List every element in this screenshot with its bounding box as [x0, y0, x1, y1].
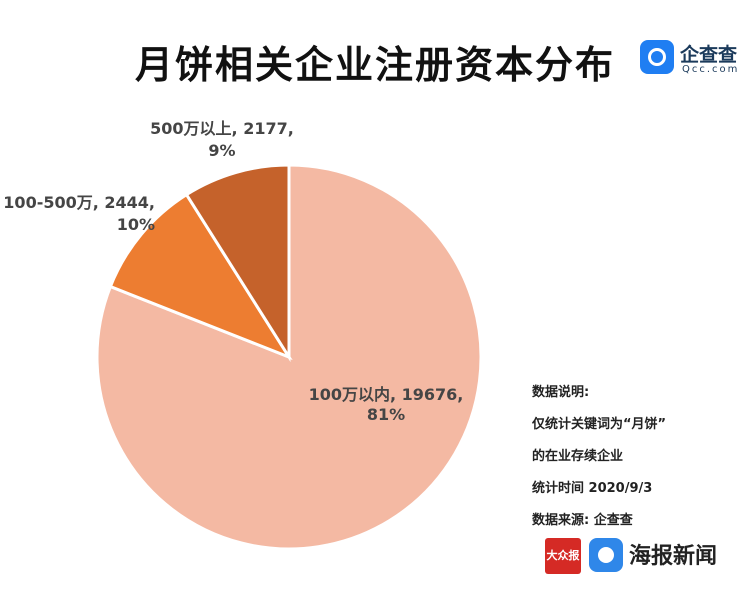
footer-logos: 大众报业 海报新闻 — [545, 536, 745, 598]
notes-heading: 数据说明: — [532, 385, 590, 400]
haibao-logo-icon — [589, 538, 623, 572]
data-notes: 数据说明: 仅统计关键词为“月饼” 的在业存续企业 统计时间 2020/9/3 … — [532, 385, 742, 545]
qcc-logo-name: 企查查 — [680, 44, 738, 66]
qcc-logo: 企查查 Qcc.com — [640, 40, 740, 80]
slice-under-100w-label-line2: 81% — [367, 405, 405, 424]
slice-100-500w-label-line2: 10% — [117, 215, 155, 234]
slice-over-500w-label-line2: 9% — [208, 141, 235, 160]
notes-line-3: 统计时间 2020/9/3 — [532, 481, 653, 496]
qcc-logo-icon — [640, 40, 674, 74]
slice-100-500w — [108, 192, 293, 361]
notes-source: 数据来源: 企查查 — [532, 513, 633, 528]
notes-line-2: 的在业存续企业 — [532, 449, 624, 464]
slice-100-500w-label-line1: 100-500万, 2444, — [3, 193, 155, 212]
pie-chart: 100万以内, 19676,81% 100-500万, 2444, 10% 500万以… — [3, 119, 483, 551]
slice-over-500w — [184, 163, 291, 363]
slice-over-500w-label-line1: 500万以上, 2177, — [150, 119, 294, 138]
haibao-logo-name: 海报新闻 — [629, 544, 718, 569]
qcc-logo-domain: Qcc.com — [682, 64, 740, 75]
slice-under-100w-label-line1: 100万以内, 19676, — [309, 385, 464, 404]
dazhong-logo: 大众报业 — [545, 538, 581, 598]
notes-line-1: 仅统计关键词为“月饼” — [532, 417, 667, 432]
chart-title: 月饼相关企业注册资本分布 — [134, 43, 615, 87]
